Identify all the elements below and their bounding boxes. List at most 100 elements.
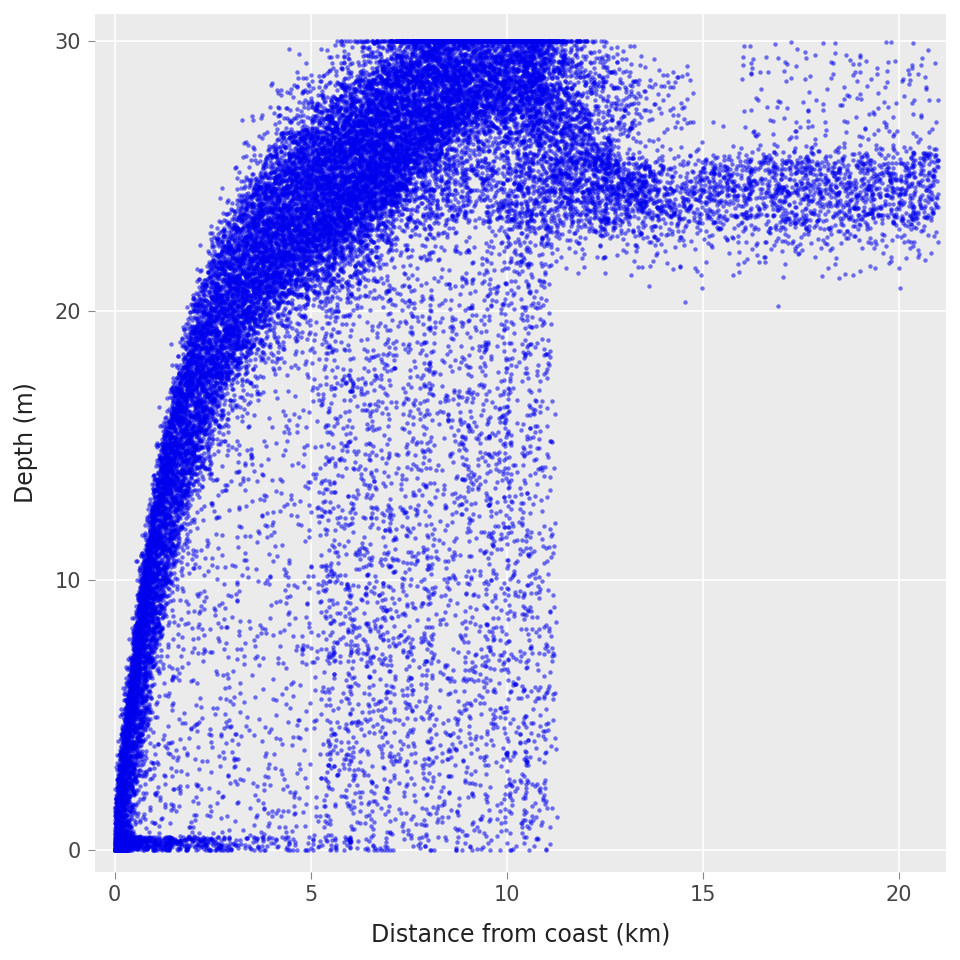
Point (259, 246, 275, 261)
Point (112, 814, 128, 829)
Point (326, 115, 342, 131)
Point (261, 228, 276, 244)
Point (203, 408, 218, 423)
Point (641, 234, 657, 250)
Point (149, 535, 164, 550)
Point (271, 114, 286, 130)
Point (215, 255, 230, 271)
Point (239, 373, 254, 389)
Point (268, 187, 283, 203)
Point (265, 515, 280, 530)
Point (349, 165, 365, 180)
Point (166, 473, 181, 489)
Point (747, 123, 762, 138)
Point (398, 527, 414, 542)
Point (126, 657, 141, 672)
Point (336, 392, 351, 407)
Point (331, 125, 347, 140)
Point (738, 204, 754, 220)
Point (444, 34, 460, 49)
Point (895, 210, 910, 226)
Point (876, 197, 892, 212)
Point (568, 192, 584, 207)
Point (148, 482, 163, 497)
Point (127, 687, 142, 703)
Point (151, 528, 166, 543)
Point (168, 546, 183, 562)
Point (324, 127, 339, 142)
Point (154, 451, 169, 467)
Point (505, 34, 520, 49)
Point (637, 174, 653, 189)
Point (330, 225, 346, 240)
Point (609, 163, 624, 179)
Point (500, 64, 516, 80)
Point (274, 234, 289, 250)
Point (252, 276, 268, 292)
Point (279, 589, 295, 605)
Point (396, 82, 412, 97)
Point (408, 203, 423, 218)
Point (691, 205, 707, 221)
Point (298, 169, 313, 184)
Point (400, 79, 416, 94)
Point (427, 68, 443, 84)
Point (317, 197, 332, 212)
Point (497, 493, 513, 509)
Point (493, 113, 509, 129)
Point (452, 55, 468, 70)
Point (309, 180, 324, 196)
Point (387, 110, 402, 126)
Point (294, 152, 309, 167)
Point (351, 140, 367, 156)
Point (500, 69, 516, 84)
Point (589, 137, 605, 153)
Point (348, 88, 364, 104)
Point (131, 642, 146, 658)
Point (473, 48, 489, 63)
Point (115, 786, 131, 802)
Point (276, 182, 291, 198)
Point (498, 110, 514, 126)
Point (168, 468, 183, 483)
Point (206, 355, 222, 371)
Point (356, 168, 372, 183)
Point (290, 167, 305, 182)
Point (120, 838, 135, 853)
Point (394, 34, 409, 49)
Point (193, 297, 208, 312)
Point (108, 831, 123, 847)
Point (377, 90, 393, 106)
Point (266, 164, 281, 180)
Point (904, 191, 920, 206)
Point (424, 105, 440, 120)
Point (363, 165, 378, 180)
Point (188, 356, 204, 372)
Point (349, 209, 365, 225)
Point (115, 722, 131, 737)
Point (321, 179, 336, 194)
Point (145, 612, 160, 627)
Point (162, 475, 178, 491)
Point (178, 445, 193, 461)
Point (866, 192, 881, 207)
Point (509, 199, 524, 214)
Point (211, 272, 227, 287)
Point (526, 84, 541, 99)
Point (495, 176, 511, 191)
Point (770, 179, 785, 194)
Point (326, 352, 342, 368)
Point (532, 72, 547, 87)
Point (560, 168, 575, 183)
Point (393, 131, 408, 146)
Point (342, 169, 357, 184)
Point (194, 350, 209, 366)
Point (451, 797, 467, 812)
Point (497, 147, 513, 162)
Point (380, 68, 396, 84)
Point (332, 649, 348, 664)
Point (431, 34, 446, 49)
Point (552, 114, 567, 130)
Point (306, 333, 322, 348)
Point (282, 243, 298, 258)
